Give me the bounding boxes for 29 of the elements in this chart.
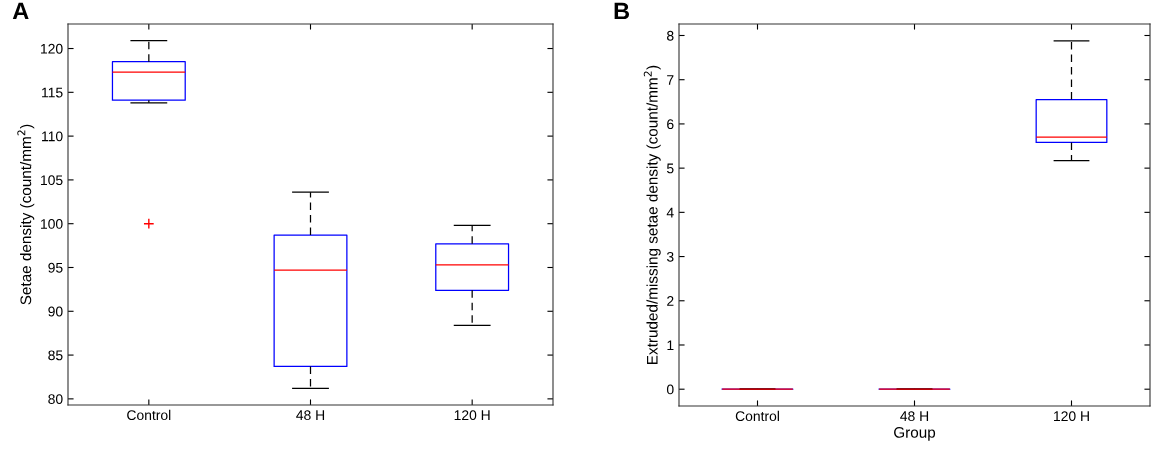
y-tick-label: 120 bbox=[41, 43, 63, 54]
x-tick-label: 48 H bbox=[296, 410, 325, 421]
y-tick-label: 95 bbox=[48, 262, 63, 273]
y-tick-label: 80 bbox=[48, 394, 63, 405]
y-tick-label: 3 bbox=[666, 251, 674, 262]
y-tick-label: 90 bbox=[48, 306, 63, 317]
y-tick-label: 0 bbox=[666, 384, 674, 395]
y-tick-label: 105 bbox=[41, 175, 63, 186]
x-tick-label: Control bbox=[735, 410, 779, 422]
chart-title: B bbox=[614, 2, 630, 20]
x-axis-title: Group bbox=[894, 426, 936, 441]
y-axis-title: Setae density (count/mm$^{2}$) bbox=[17, 124, 35, 305]
x-tick-label: Control bbox=[127, 409, 171, 421]
y-tick-label: 4 bbox=[666, 207, 674, 218]
chart-title: A bbox=[12, 2, 29, 20]
x-tick-label: 48 H bbox=[900, 411, 929, 422]
y-tick-label: 1 bbox=[667, 340, 674, 351]
y-tick-label: 2 bbox=[667, 296, 674, 306]
y-tick-label: 85 bbox=[48, 350, 63, 361]
y-tick-label: 100 bbox=[41, 219, 63, 229]
y-tick-label: 115 bbox=[42, 87, 63, 98]
y-axis-title: Extruded/missing setae density (count/mm$^{2}$) bbox=[643, 65, 661, 364]
y-tick-label: 8 bbox=[667, 30, 674, 41]
x-tick-label: 120 H bbox=[1054, 411, 1089, 422]
y-tick-label: 110 bbox=[42, 131, 63, 142]
y-tick-label: 5 bbox=[666, 163, 674, 174]
y-tick-label: 6 bbox=[667, 119, 674, 130]
y-tick-label: 7 bbox=[667, 75, 674, 85]
x-tick-label: 120 H bbox=[454, 410, 490, 421]
